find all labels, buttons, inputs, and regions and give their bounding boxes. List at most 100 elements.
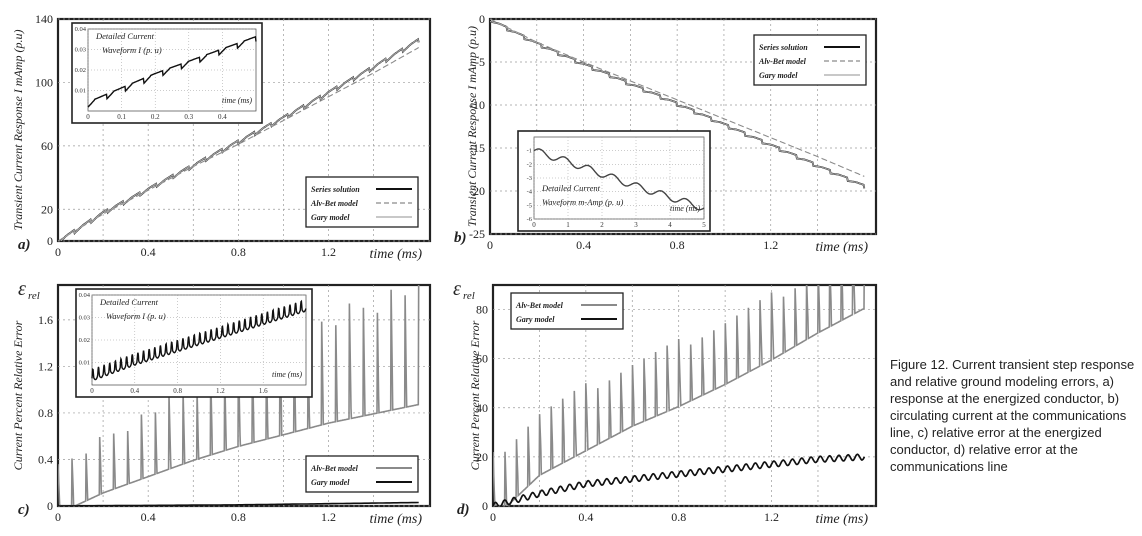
inset-title-line1: Detailed Current <box>99 297 159 307</box>
y-tick-label: 20 <box>476 450 488 464</box>
y-tick-label: 1.2 <box>38 359 53 373</box>
inset-y-tick-label: -2 <box>527 161 532 168</box>
y-tick-label: -5 <box>475 55 485 69</box>
inset-x-tick-label: 0.8 <box>173 387 182 395</box>
inset-x-tick-label: 0 <box>90 387 94 395</box>
y-tick-label: -10 <box>469 98 485 112</box>
inset-y-tick-label: -1 <box>527 148 532 155</box>
legend-label: Gary model <box>311 213 350 222</box>
series-line-3 <box>60 38 420 241</box>
inset-y-tick-label: 0.01 <box>75 88 86 95</box>
inset-y-tick-label: 0.02 <box>79 337 90 344</box>
y-axis-label: Transient Current Response I mAmp (p.u) <box>465 26 479 227</box>
x-tick-label: 0.8 <box>231 510 246 524</box>
inset-x-axis-label: time (ms) <box>670 204 700 213</box>
legend-box <box>510 292 624 330</box>
legend-box <box>305 455 419 493</box>
inset-x-tick-label: 0.2 <box>151 113 160 121</box>
inset-title-line1: Detailed Current <box>95 31 155 41</box>
epsilon-symbol: ε <box>453 278 461 300</box>
y-tick-label: 60 <box>41 139 53 153</box>
inset-frame <box>71 22 263 124</box>
figure-caption: Figure 12. Current transient step respon… <box>890 357 1135 474</box>
x-tick-label: 0.8 <box>670 238 685 252</box>
inset-x-tick-label: 1.2 <box>216 387 225 395</box>
inset-title-line1: Detailed Current <box>541 183 601 193</box>
inset-y-tick-label: -3 <box>527 175 532 182</box>
inset-series-line <box>87 35 257 108</box>
legend-label: Gary model <box>311 478 350 487</box>
inset-x-tick-label: 1 <box>566 221 570 229</box>
inset-y-tick-label: 0.04 <box>75 26 87 33</box>
legend-box <box>305 176 419 228</box>
x-tick-label: 0.4 <box>576 238 591 252</box>
x-tick-label: 1.2 <box>321 245 336 259</box>
inset-title-line2: Waveform I (p. u) <box>106 311 166 321</box>
x-tick-label: 0.4 <box>141 510 156 524</box>
inset-x-tick-label: 1.6 <box>259 387 268 395</box>
legend-label: Alv-Bet model <box>515 301 564 310</box>
inset-x-axis-label: time (ms) <box>272 370 302 379</box>
legend-label: Alv-Bet model <box>310 464 359 473</box>
y-axis-label: Transient Current Response I mAmp (p.u) <box>11 30 25 231</box>
inset-x-tick-label: 0 <box>532 221 536 229</box>
panel-d: 0 0.4 0.8 1.2 0 20 40 60 80 time (ms) Current Perc… <box>453 278 878 527</box>
y-tick-label: 0.4 <box>38 452 53 466</box>
inset: 0 1 2 3 4 5 -1 -2 -3 -4 -5 -6 Detailed Current Wavefo… <box>517 130 711 232</box>
legend-label: Alv-Bet model <box>758 57 807 66</box>
inset-frame <box>517 130 711 232</box>
inset-y-tick-label: 0.03 <box>79 315 90 322</box>
inset-x-tick-label: 0.4 <box>130 387 139 395</box>
inset-series-line <box>91 299 307 381</box>
y-tick-label: -20 <box>469 184 485 198</box>
y-tick-label: 20 <box>41 202 53 216</box>
panel-letter: a) <box>18 237 31 253</box>
legend-label: Gary model <box>516 315 555 324</box>
panel-letter: b) <box>454 230 467 246</box>
y-tick-label: 0 <box>479 12 485 26</box>
x-tick-label: 0.8 <box>231 245 246 259</box>
epsilon-subscript: rel <box>28 290 40 302</box>
x-tick-label: 0.4 <box>141 245 156 259</box>
series-line-2 <box>493 453 866 506</box>
inset-y-tick-label: -6 <box>527 216 533 223</box>
y-tick-label: 0 <box>482 499 488 513</box>
inset-y-tick-label: 0.01 <box>79 360 90 367</box>
x-axis-label: time (ms) <box>370 512 423 527</box>
y-tick-label: 140 <box>35 12 53 26</box>
panel-letter: d) <box>457 502 470 518</box>
series-line-2 <box>58 501 419 506</box>
x-tick-label: 0 <box>490 510 496 524</box>
y-tick-label: 1.6 <box>38 313 53 327</box>
inset-x-tick-label: 4 <box>668 221 672 229</box>
y-tick-label: 100 <box>35 75 53 89</box>
inset-title-line2: Waveform I (p. u) <box>102 45 162 55</box>
series-line-3 <box>490 21 865 189</box>
legend-label: Series solution <box>311 185 360 194</box>
y-axis-label: Current Percent Relative Error <box>468 320 482 470</box>
x-tick-label: 0.8 <box>671 510 686 524</box>
inset-x-tick-label: 5 <box>702 221 706 229</box>
inset-y-tick-label: -5 <box>527 202 532 209</box>
inset: 0 0.1 0.2 0.3 0.4 0.01 0.02 0.03 0.04 Detailed Cu… <box>71 22 263 124</box>
inset-x-tick-label: 0.3 <box>184 113 193 121</box>
inset-y-tick-label: 0.03 <box>75 47 86 54</box>
y-tick-label: 0 <box>47 499 53 513</box>
x-tick-label: 1.2 <box>763 238 778 252</box>
x-tick-label: 0 <box>55 245 61 259</box>
x-tick-label: 0.4 <box>578 510 593 524</box>
x-tick-label: 0 <box>487 238 493 252</box>
inset-x-tick-label: 3 <box>634 221 638 229</box>
inset-x-tick-label: 0.1 <box>117 113 126 121</box>
y-tick-label: -25 <box>469 227 485 241</box>
panel-c: 0 0.4 0.8 1.2 0 0.4 0.8 1.2 1.6 time (ms) Current … <box>11 278 432 527</box>
inset-x-tick-label: 0.4 <box>218 113 227 121</box>
panel-a: 0 0.4 0.8 1.2 0 20 60 100 140 time (ms) Transient … <box>11 12 432 262</box>
inset-x-tick-label: 0 <box>86 113 90 121</box>
inset-x-tick-label: 2 <box>600 221 604 229</box>
inset-series-line <box>533 148 705 211</box>
legend-label: Alv-Bet model <box>310 199 359 208</box>
y-tick-label: 40 <box>476 401 488 415</box>
series-line-2 <box>490 19 865 177</box>
